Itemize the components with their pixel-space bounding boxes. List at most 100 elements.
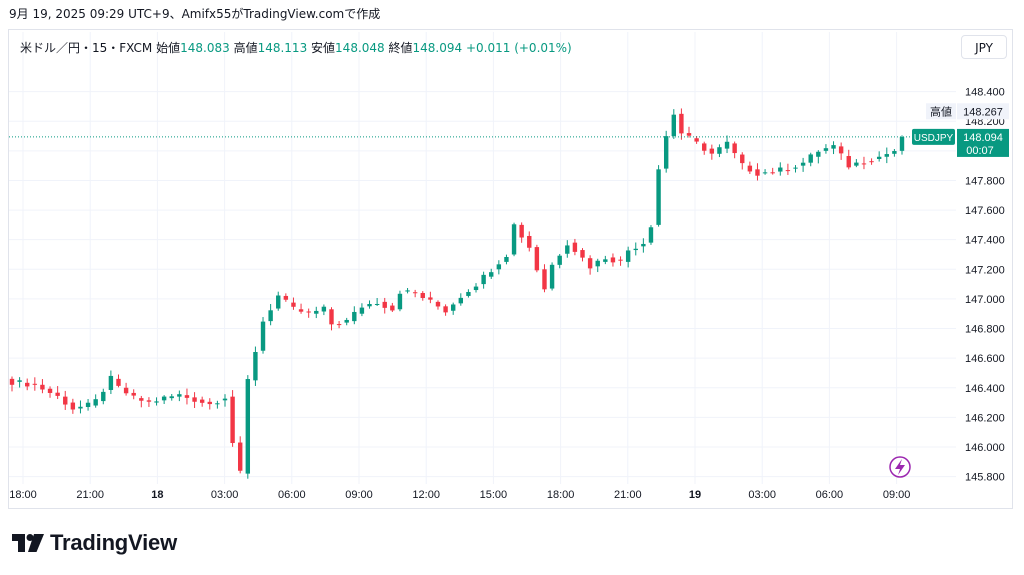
candle-body[interactable] (686, 133, 692, 136)
candle-body[interactable] (800, 162, 806, 166)
candle-body[interactable] (489, 272, 494, 277)
candle-body[interactable] (565, 245, 570, 254)
candle-body[interactable] (671, 114, 676, 137)
candle-body[interactable] (633, 248, 638, 251)
candle-body[interactable] (268, 310, 273, 322)
candle-body[interactable] (595, 260, 600, 267)
candle-body[interactable] (778, 167, 783, 172)
candle-body[interactable] (618, 259, 623, 261)
candle-body[interactable] (755, 169, 760, 176)
candle-body[interactable] (420, 292, 425, 298)
candle-body[interactable] (199, 399, 205, 403)
candle-body[interactable] (884, 154, 889, 157)
candle-body[interactable] (78, 406, 83, 409)
candle-body[interactable] (625, 250, 631, 262)
candle-body[interactable] (382, 301, 387, 308)
candle-body[interactable] (762, 172, 768, 174)
candle-body[interactable] (785, 170, 791, 172)
candle-body[interactable] (679, 113, 684, 134)
candle-body[interactable] (55, 392, 60, 396)
candle-body[interactable] (405, 290, 410, 292)
candle-body[interactable] (47, 388, 53, 393)
candle-body[interactable] (9, 378, 15, 385)
candle-body[interactable] (473, 286, 479, 291)
candle-body[interactable] (207, 401, 212, 405)
candle-body[interactable] (481, 274, 486, 285)
candle-body[interactable] (808, 154, 813, 163)
candle-body[interactable] (329, 309, 334, 325)
candle-body[interactable] (838, 146, 844, 154)
candle-body[interactable] (63, 396, 68, 405)
candle-body[interactable] (253, 352, 258, 381)
candle-body[interactable] (527, 235, 532, 248)
candle-body[interactable] (397, 293, 403, 310)
candle-body[interactable] (412, 292, 418, 294)
candle-body[interactable] (466, 291, 471, 296)
candle-body[interactable] (899, 136, 905, 151)
candle-body[interactable] (740, 154, 745, 164)
candle-body[interactable] (101, 391, 106, 402)
candle-body[interactable] (169, 396, 174, 399)
candle-body[interactable] (717, 147, 722, 154)
candle-body[interactable] (428, 297, 433, 300)
candle-body[interactable] (359, 307, 365, 314)
candle-body[interactable] (131, 392, 136, 396)
candle-body[interactable] (511, 224, 517, 255)
candle-body[interactable] (374, 303, 380, 305)
candle-body[interactable] (694, 138, 699, 142)
candle-body[interactable] (663, 136, 669, 169)
chart-frame[interactable] (8, 29, 1013, 509)
candle-body[interactable] (641, 243, 646, 247)
candle-body[interactable] (238, 442, 243, 471)
candle-body[interactable] (443, 306, 448, 313)
candle-body[interactable] (306, 311, 311, 313)
candle-body[interactable] (435, 301, 441, 307)
candle-body[interactable] (344, 319, 349, 323)
candle-body[interactable] (580, 250, 585, 258)
candle-body[interactable] (458, 297, 464, 304)
candle-body[interactable] (656, 169, 661, 225)
candle-body[interactable] (732, 143, 737, 154)
candle-body[interactable] (869, 161, 874, 163)
candle-body[interactable] (352, 311, 357, 322)
candle-body[interactable] (85, 402, 91, 408)
candle-body[interactable] (770, 172, 775, 174)
candle-body[interactable] (260, 321, 266, 351)
candle-body[interactable] (603, 259, 608, 262)
candle-body[interactable] (542, 269, 547, 290)
candle-body[interactable] (702, 143, 707, 151)
candle-body[interactable] (108, 375, 114, 390)
candle-body[interactable] (123, 387, 129, 394)
candle-body[interactable] (283, 295, 289, 300)
candle-body[interactable] (450, 304, 456, 311)
candle-body[interactable] (139, 398, 144, 401)
candle-body[interactable] (504, 256, 509, 262)
candle-body[interactable] (161, 396, 167, 401)
candle-body[interactable] (245, 379, 251, 474)
candle-body[interactable] (390, 305, 395, 311)
candle-body[interactable] (177, 394, 182, 397)
candle-body[interactable] (276, 295, 281, 309)
candle-body[interactable] (93, 399, 98, 406)
candle-body[interactable] (40, 384, 45, 390)
candle-body[interactable] (816, 151, 821, 157)
candle-body[interactable] (846, 156, 851, 168)
candle-body[interactable] (70, 402, 76, 410)
candle-body[interactable] (892, 151, 897, 154)
candle-body[interactable] (321, 306, 327, 312)
candle-body[interactable] (549, 264, 555, 289)
candle-body[interactable] (154, 401, 159, 403)
legend-symbol[interactable]: 米ドル／円・15・FXCM (20, 41, 153, 55)
candle-body[interactable] (793, 167, 798, 169)
candle-body[interactable] (534, 247, 540, 271)
candle-body[interactable] (496, 264, 502, 270)
candle-body[interactable] (298, 309, 304, 312)
candle-body[interactable] (587, 258, 593, 269)
candle-body[interactable] (572, 242, 578, 252)
candle-body[interactable] (116, 378, 121, 386)
candle-body[interactable] (610, 257, 616, 263)
candle-body[interactable] (854, 162, 859, 166)
candle-body[interactable] (724, 141, 730, 149)
candle-body[interactable] (519, 224, 524, 238)
